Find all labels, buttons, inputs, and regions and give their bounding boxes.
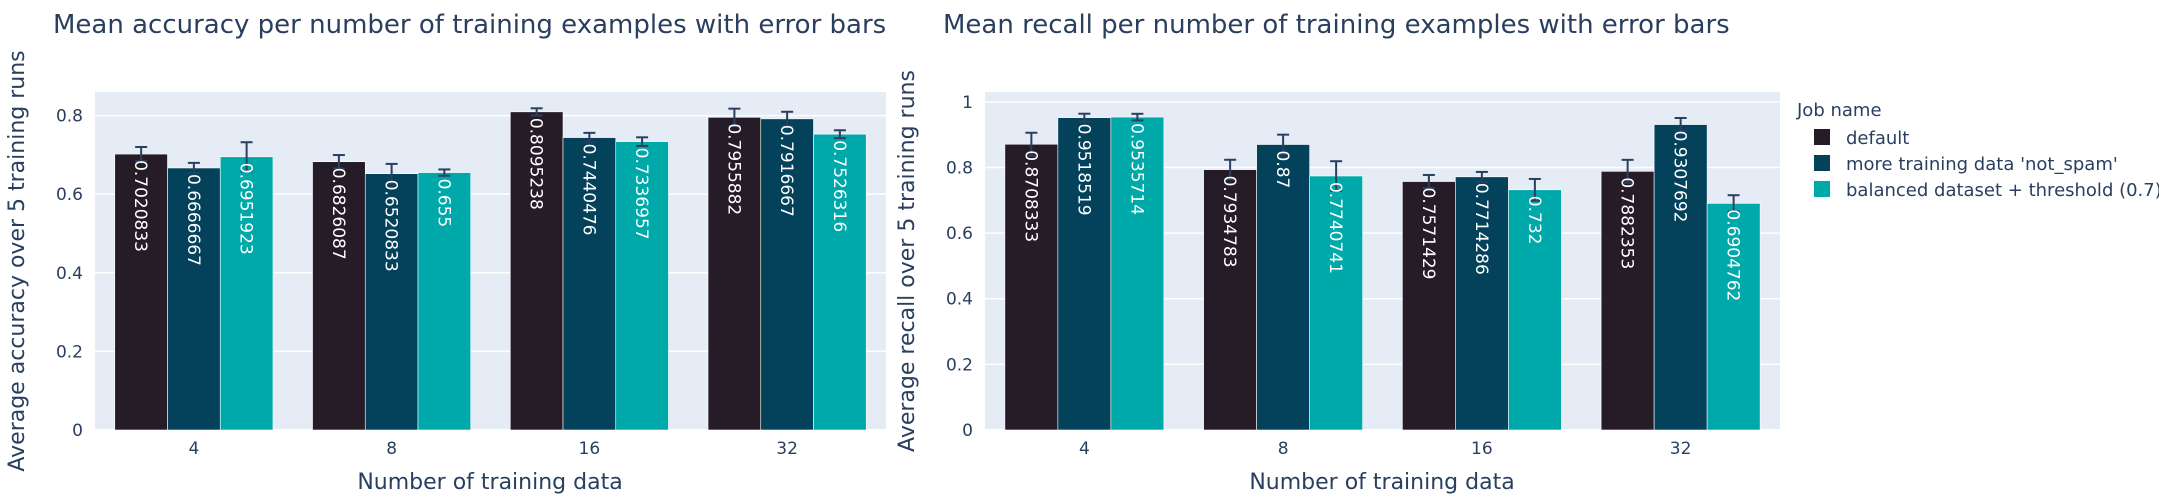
legend-swatch-balanced-dataset bbox=[1814, 181, 1830, 197]
recall-bar-default-16[interactable] bbox=[1402, 181, 1456, 431]
recall-bar-label-balanced-dataset-32: 0.6904762 bbox=[1723, 209, 1743, 301]
accuracy-bar-label-default-8: 0.6826087 bbox=[328, 168, 348, 260]
accuracy-bar-more-training-data-32[interactable] bbox=[760, 118, 814, 431]
legend-item-default[interactable]: default bbox=[1814, 128, 1909, 149]
accuracy-y-tick-label: 0.2 bbox=[56, 342, 83, 362]
accuracy-bar-label-more-training-data-4: 0.6666667 bbox=[183, 174, 203, 266]
recall-bar-balanced-dataset-8[interactable] bbox=[1309, 175, 1363, 431]
recall-bar-label-balanced-dataset-16: 0.732 bbox=[1524, 196, 1544, 245]
accuracy-y-tick-label: 0.4 bbox=[56, 264, 83, 284]
recall-bar-label-more-training-data-16: 0.7714286 bbox=[1471, 183, 1491, 275]
accuracy-bar-balanced-dataset-4[interactable] bbox=[219, 156, 274, 431]
recall-bar-label-more-training-data-8: 0.87 bbox=[1272, 151, 1292, 189]
accuracy-y-tick-label: 0.8 bbox=[56, 107, 83, 127]
accuracy-y-axis-title: Average accuracy over 5 training runs bbox=[5, 50, 30, 471]
legend-swatch-default bbox=[1814, 129, 1830, 145]
accuracy-bar-label-more-training-data-16: 0.7440476 bbox=[578, 144, 598, 236]
accuracy-bar-label-balanced-dataset-32: 0.7526316 bbox=[829, 140, 849, 232]
legend-item-balanced-dataset[interactable]: balanced dataset + threshold (0.7) bbox=[1814, 180, 2159, 201]
accuracy-bar-label-balanced-dataset-16: 0.7336957 bbox=[631, 148, 651, 240]
accuracy-chart-title: Mean accuracy per number of training exa… bbox=[53, 10, 886, 40]
recall-y-axis-title: Average recall over 5 training runs bbox=[895, 70, 920, 452]
recall-bar-label-default-8: 0.7934783 bbox=[1219, 176, 1239, 268]
accuracy-bar-more-training-data-8[interactable] bbox=[364, 173, 419, 431]
recall-bar-more-training-data-4[interactable] bbox=[1057, 117, 1112, 431]
recall-x-tick-label: 4 bbox=[1079, 439, 1090, 459]
accuracy-bar-default-32[interactable] bbox=[707, 117, 762, 431]
accuracy-chart: Mean accuracy per number of training exa… bbox=[5, 10, 886, 495]
accuracy-bar-more-training-data-4[interactable] bbox=[167, 167, 221, 431]
accuracy-y-tick-label: 0 bbox=[72, 421, 83, 441]
recall-bar-label-default-16: 0.7571429 bbox=[1418, 188, 1438, 280]
recall-bar-default-32[interactable] bbox=[1600, 171, 1655, 431]
recall-y-tick-label: 0.8 bbox=[946, 158, 973, 178]
legend-swatch-more-training-data bbox=[1814, 155, 1830, 171]
accuracy-x-tick-label: 4 bbox=[188, 439, 199, 459]
recall-x-tick-label: 32 bbox=[1670, 439, 1692, 459]
recall-bar-balanced-dataset-16[interactable] bbox=[1508, 189, 1562, 431]
recall-x-tick-label: 16 bbox=[1471, 439, 1493, 459]
accuracy-x-tick-label: 8 bbox=[386, 439, 397, 459]
accuracy-bar-label-default-4: 0.7020833 bbox=[130, 160, 150, 252]
accuracy-bar-balanced-dataset-32[interactable] bbox=[813, 133, 867, 431]
recall-y-tick-label: 0 bbox=[962, 421, 973, 441]
accuracy-bar-balanced-dataset-16[interactable] bbox=[615, 141, 669, 431]
recall-bar-label-balanced-dataset-4: 0.9535714 bbox=[1126, 123, 1146, 215]
legend-title: Job name bbox=[1796, 100, 1882, 121]
legend[interactable]: Job name default more training data 'not… bbox=[1796, 100, 2159, 201]
accuracy-x-tick-label: 16 bbox=[579, 439, 601, 459]
recall-y-tick-label: 0.2 bbox=[946, 355, 973, 375]
legend-item-more-training-data[interactable]: more training data 'not_spam' bbox=[1814, 154, 2118, 175]
accuracy-bar-default-16[interactable] bbox=[509, 111, 564, 431]
recall-bar-more-training-data-16[interactable] bbox=[1455, 176, 1509, 431]
accuracy-bar-label-default-16: 0.8095238 bbox=[526, 118, 546, 210]
recall-y-tick-label: 0.4 bbox=[946, 290, 973, 310]
accuracy-bar-default-4[interactable] bbox=[114, 153, 168, 431]
recall-x-axis-title: Number of training data bbox=[1249, 470, 1514, 495]
accuracy-x-tick-label: 32 bbox=[776, 439, 798, 459]
recall-bar-label-default-4: 0.8708333 bbox=[1020, 150, 1040, 242]
recall-x-tick-label: 8 bbox=[1278, 439, 1289, 459]
recall-bar-balanced-dataset-32[interactable] bbox=[1706, 203, 1761, 431]
recall-chart: Mean recall per number of training examp… bbox=[895, 10, 1780, 495]
legend-label-more-training-data: more training data 'not_spam' bbox=[1846, 154, 2118, 175]
accuracy-y-tick-label: 0.6 bbox=[56, 185, 83, 205]
recall-bar-default-4[interactable] bbox=[1004, 143, 1059, 431]
recall-bar-label-balanced-dataset-8: 0.7740741 bbox=[1325, 182, 1345, 274]
recall-bar-label-more-training-data-32: 0.9307692 bbox=[1670, 131, 1690, 223]
accuracy-bar-label-balanced-dataset-4: 0.6951923 bbox=[236, 163, 256, 255]
recall-bar-default-8[interactable] bbox=[1203, 169, 1257, 431]
accuracy-bar-label-more-training-data-32: 0.7916667 bbox=[776, 125, 796, 217]
accuracy-bar-balanced-dataset-8[interactable] bbox=[417, 172, 472, 431]
recall-chart-title: Mean recall per number of training examp… bbox=[943, 10, 1730, 40]
legend-label-default: default bbox=[1846, 128, 1909, 149]
recall-y-tick-label: 0.6 bbox=[946, 224, 973, 244]
accuracy-bar-label-default-32: 0.7955882 bbox=[723, 123, 743, 215]
legend-label-balanced-dataset: balanced dataset + threshold (0.7) bbox=[1846, 180, 2159, 201]
accuracy-x-axis-title: Number of training data bbox=[357, 470, 622, 495]
accuracy-bar-label-more-training-data-8: 0.6520833 bbox=[381, 180, 401, 272]
accuracy-bar-label-balanced-dataset-8: 0.655 bbox=[433, 179, 453, 228]
recall-bar-label-more-training-data-4: 0.9518519 bbox=[1073, 124, 1093, 216]
recall-y-tick-label: 1 bbox=[962, 93, 973, 113]
accuracy-bar-default-8[interactable] bbox=[312, 161, 366, 431]
recall-bar-label-default-32: 0.7882353 bbox=[1617, 177, 1637, 269]
accuracy-bar-more-training-data-16[interactable] bbox=[562, 137, 617, 431]
